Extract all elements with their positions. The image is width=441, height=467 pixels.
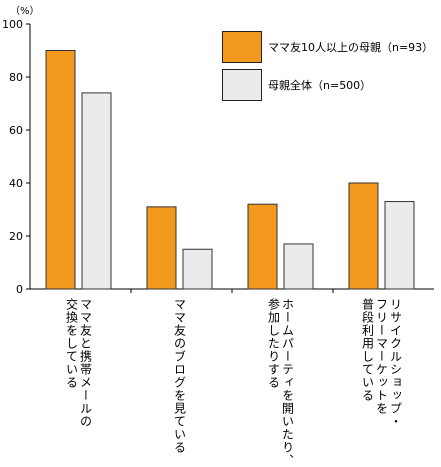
bar-series-1-cat-3: [247, 203, 278, 290]
y-tick-label-3: 60: [9, 124, 23, 137]
bar-series-1-cat-4: [348, 182, 379, 290]
y-tick-label-4: 80: [9, 71, 23, 84]
legend-item-series-1: ママ友10人以上の母親（n=93）: [222, 30, 433, 64]
category-label-1: ママ友と携帯メールの 交換をしている: [64, 298, 93, 428]
bar-series-1-cat-2: [146, 206, 177, 290]
y-tick-label-2: 40: [9, 177, 23, 190]
legend-swatch-series-2: [222, 69, 262, 101]
category-label-3: ホームパーティを開いたり、 参加したりする: [266, 298, 295, 467]
legend-item-series-2: 母親全体（n=500）: [222, 68, 371, 102]
bar-series-2-cat-2: [182, 248, 213, 290]
legend-label-series-1: ママ友10人以上の母親（n=93）: [268, 41, 434, 54]
bars: [45, 50, 415, 290]
bar-series-2-cat-3: [283, 243, 314, 290]
legend: ママ友10人以上の母親（n=93） 母親全体（n=500）: [222, 24, 434, 104]
bar-series-2-cat-1: [81, 92, 112, 290]
legend-label-series-2: 母親全体（n=500）: [268, 79, 372, 92]
category-label-4: リサイクルショップ・ フリーマーケットを 普段利用している: [360, 298, 403, 428]
bar-series-1-cat-1: [45, 50, 76, 290]
y-tick-label-1: 20: [9, 230, 23, 243]
bar-chart: 0 20 40 60 80 100: [2, 18, 434, 296]
y-axis-unit: （%）: [10, 6, 40, 17]
category-label-2: ママ友のブログを見ている: [172, 298, 187, 454]
legend-swatch-series-1: [222, 31, 262, 63]
y-tick-label-5: 100: [2, 18, 23, 31]
bar-series-2-cat-4: [384, 201, 415, 290]
y-ticks: 0 20 40 60 80 100: [2, 18, 30, 296]
y-tick-label-0: 0: [16, 283, 23, 296]
